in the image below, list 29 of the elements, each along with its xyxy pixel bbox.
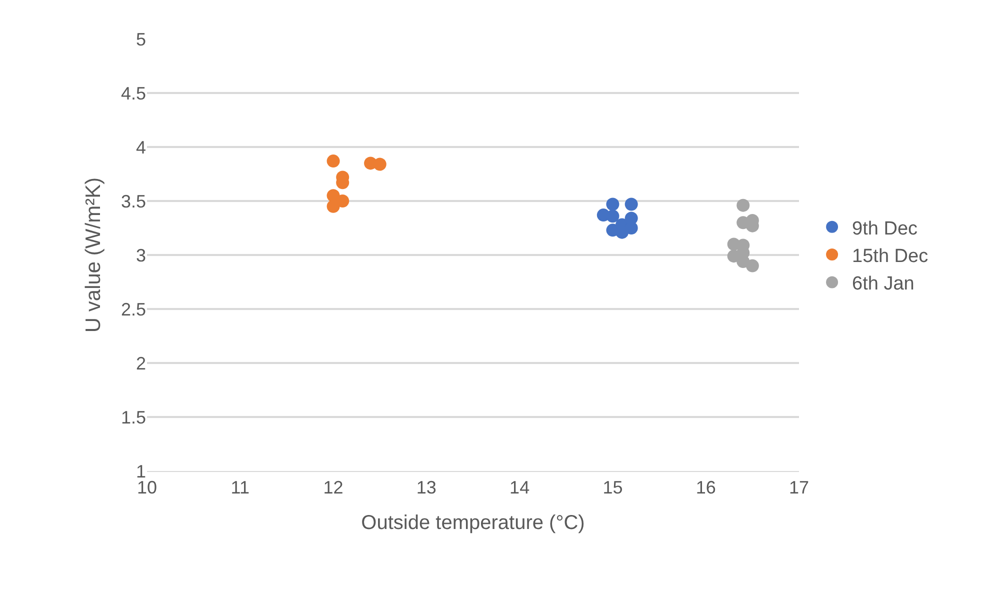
x-tick-label: 13 [416,478,436,498]
x-tick-label: 15 [602,478,623,498]
x-tick-label: 11 [230,478,250,498]
point [746,259,759,272]
y-tick-label: 4 [136,137,146,158]
point [326,154,340,168]
x-axis-title: Outside temperature (°C) [361,512,585,534]
y-tick-label: 1.5 [120,407,146,428]
legend-label: 15th Dec [852,246,928,267]
point [373,158,386,171]
x-tick-label: 12 [323,478,344,498]
y-tick-label: 5 [136,29,146,50]
point [326,200,340,213]
x-tick-label: 16 [696,478,716,498]
legend-label: 9th Dec [852,218,918,240]
y-tick-label: 2.5 [120,299,146,320]
point [336,194,350,208]
legend-label: 6th Jan [852,274,914,295]
y-axis-title: U value (W/m²K) [82,177,106,333]
x-tick-label: 17 [788,478,810,498]
point [606,198,620,211]
x-tick-label: 14 [510,478,530,498]
point [736,198,750,212]
y-tick-label: 2 [136,353,146,374]
y-tick-label: 3.5 [120,191,146,212]
point [624,198,638,211]
point [606,210,620,223]
y-tick-label: 3 [136,245,146,266]
y-tick-label: 4.5 [120,83,146,104]
